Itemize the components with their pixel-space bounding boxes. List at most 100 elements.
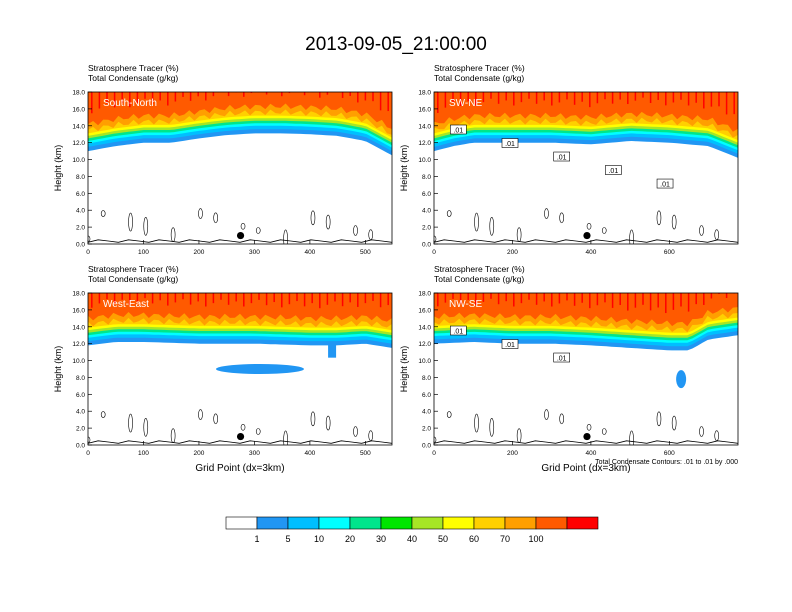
colorbar-box [442, 516, 475, 530]
y-tick-label: 4.0 [422, 208, 431, 215]
y-tick-label: 2.0 [422, 426, 431, 433]
x-tick-label: 500 [360, 249, 371, 256]
condensate-contour [544, 409, 549, 420]
panel-frame [433, 91, 739, 245]
panel-subtitle: Stratosphere Tracer (%) [434, 264, 525, 274]
y-tick-label: 10.0 [72, 157, 85, 164]
y-tick-label: 16.0 [418, 307, 431, 314]
terrain-line [88, 440, 392, 444]
panel-label: South-North [103, 98, 157, 109]
terrain-line [434, 440, 738, 444]
y-tick-label: 10.0 [72, 358, 85, 365]
condensate-contours [88, 409, 374, 445]
contour-label: .01 [453, 128, 463, 135]
chart-panel: South-North Stratosphere Tracer (%)Total … [53, 63, 393, 256]
condensate-contour [446, 210, 452, 217]
condensate-contour [629, 229, 634, 244]
contour-note: Total Condensate Contours: .01 to .01 by… [595, 459, 738, 466]
y-tick-label: 10.0 [418, 157, 431, 164]
condensate-contour [128, 212, 133, 232]
chart-panel: West-East Stratosphere Tracer (%)Total Co… [53, 264, 393, 474]
y-axis-label: Height (km) [399, 145, 409, 192]
condensate-contour [559, 413, 564, 425]
y-axis-label: Height (km) [399, 346, 409, 393]
condensate-contour [170, 428, 176, 444]
condensate-contour [198, 409, 203, 420]
y-tick-label: 0.0 [422, 242, 431, 249]
tracer-band [434, 92, 738, 132]
condensate-contour [601, 227, 607, 234]
y-tick-label: 16.0 [72, 106, 85, 113]
condensate-contour [170, 227, 176, 243]
condensate-contour [213, 212, 218, 224]
tracer-field [88, 92, 392, 244]
contour-label: .01 [557, 155, 567, 162]
x-tick-label: 300 [249, 450, 260, 457]
y-tick-label: 4.0 [76, 409, 85, 416]
condensate-contour [586, 222, 592, 230]
x-tick-label: 400 [585, 450, 596, 457]
colorbar-label: 10 [314, 534, 324, 544]
panel-subtitle: Total Condensate (g/kg) [88, 73, 178, 83]
chart-panel: .01 .01 .01 .01 .01 SW-NE Stratosphere Tracer … [399, 63, 739, 256]
condensate-contour [255, 227, 261, 234]
colorbar-label: 5 [285, 534, 290, 544]
y-tick-label: 14.0 [418, 324, 431, 331]
y-tick-label: 6.0 [422, 392, 431, 399]
tracer-band [434, 293, 738, 327]
condensate-contour [310, 210, 316, 226]
x-tick-label: 0 [86, 249, 90, 256]
condensate-contour [629, 430, 634, 445]
colorbar-box [349, 516, 382, 530]
location-marker [236, 432, 245, 441]
condensate-contour [283, 430, 288, 445]
colorbar-label: 1 [254, 534, 259, 544]
condensate-contour [88, 235, 91, 243]
colorbar-label: 100 [528, 534, 543, 544]
y-tick-label: 4.0 [422, 409, 431, 416]
y-tick-label: 14.0 [72, 123, 85, 130]
condensate-contour [516, 227, 522, 243]
condensate-contour [368, 430, 374, 442]
contour-label-box [450, 124, 467, 135]
x-tick-label: 0 [86, 450, 90, 457]
y-tick-label: 8.0 [422, 174, 431, 181]
colorbar-box [225, 516, 258, 530]
condensate-contour [714, 430, 720, 442]
condensate-contours [88, 208, 374, 244]
y-tick-label: 16.0 [418, 106, 431, 113]
condensate-contour [213, 413, 218, 425]
y-tick-label: 0.0 [76, 242, 85, 249]
x-tick-label: 200 [507, 450, 518, 457]
colorbar-label: 60 [469, 534, 479, 544]
y-tick-label: 2.0 [422, 225, 431, 232]
y-tick-label: 8.0 [422, 375, 431, 382]
condensate-contour [325, 415, 331, 431]
contour-label: .01 [505, 342, 515, 349]
contour-label: .01 [557, 356, 567, 363]
x-tick-label: 400 [585, 249, 596, 256]
condensate-contour [240, 423, 246, 431]
colorbar-box [473, 516, 506, 530]
condensate-contour [353, 225, 358, 236]
condensate-contour [353, 426, 358, 437]
condensate-contour [516, 428, 522, 444]
colorbar: 1 5 10 20 30 40 50 60 70 100 [225, 516, 599, 544]
panel-label: NW-SE [449, 299, 482, 310]
y-axis-label: Height (km) [53, 145, 63, 192]
x-tick-label: 0 [432, 450, 436, 457]
terrain-line [434, 239, 738, 243]
condensate-contour [656, 210, 662, 226]
panel-frame [87, 292, 393, 446]
y-tick-label: 16.0 [72, 307, 85, 314]
y-axis-label: Height (km) [53, 346, 63, 393]
x-axis-label: Grid Point (dx=3km) [195, 463, 284, 474]
y-tick-label: 8.0 [76, 174, 85, 181]
location-marker [583, 231, 591, 240]
condensate-contour [489, 216, 495, 236]
tracer-band [88, 92, 392, 129]
condensate-contour [446, 411, 452, 418]
panel-subtitle: Total Condensate (g/kg) [434, 73, 524, 83]
